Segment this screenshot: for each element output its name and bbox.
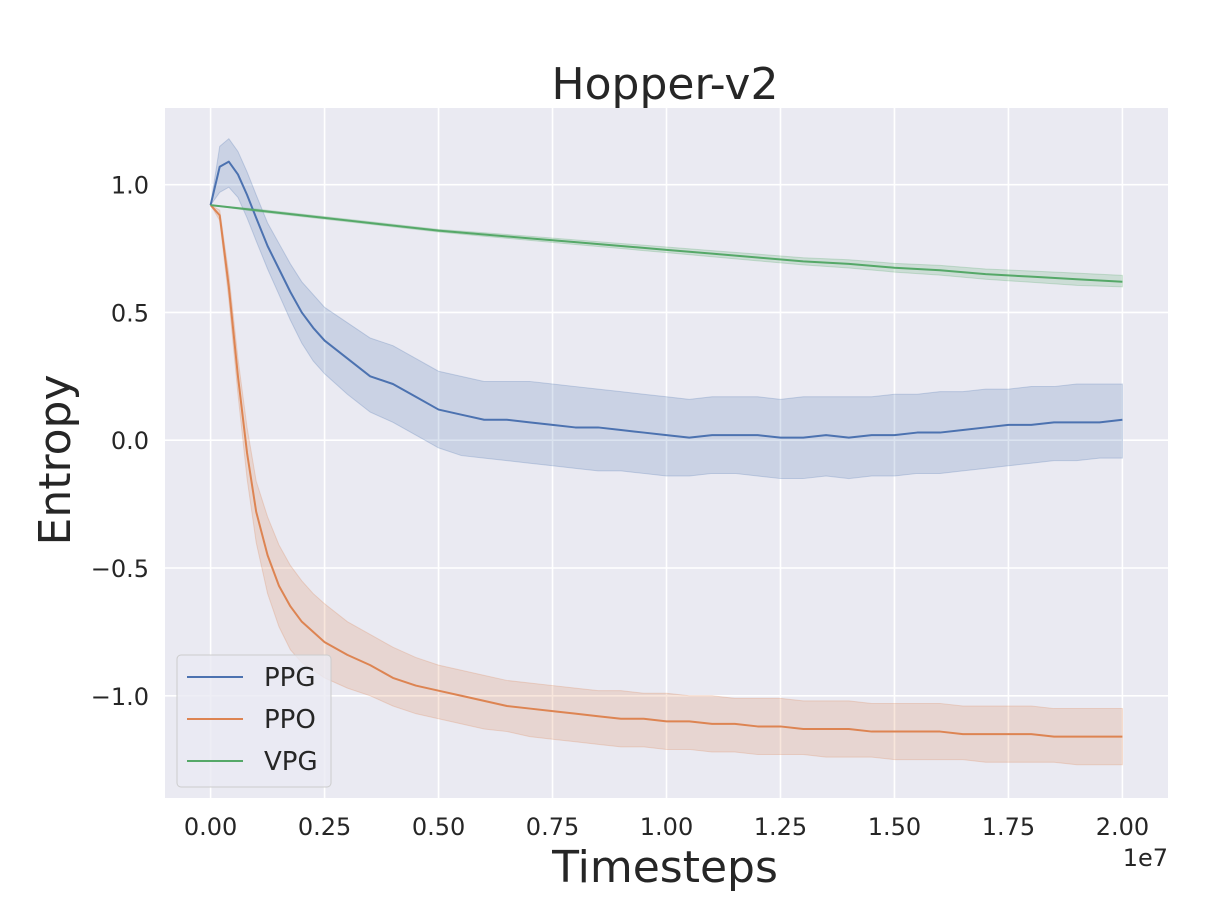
y-tick-label: −0.5 <box>91 555 149 583</box>
x-tick-label: 1.75 <box>982 813 1035 841</box>
x-axis-offset-label: 1e7 <box>1123 844 1168 872</box>
vpg-legend-label: VPG <box>264 747 318 777</box>
ppo-legend-label: PPO <box>264 705 316 735</box>
legend: PPG PPO VPG <box>176 654 332 788</box>
x-tick-label: 0.50 <box>412 813 465 841</box>
ppg-series-line <box>209 160 1123 439</box>
ppg-legend-label: PPG <box>264 663 316 693</box>
y-tick-label: 0.0 <box>111 427 149 455</box>
y-tick-label: −1.0 <box>91 683 149 711</box>
x-tick-label: 0.00 <box>184 813 237 841</box>
x-axis-ticks: 0.00 0.25 0.50 0.75 1.00 1.25 1.50 1.75 2.00 <box>184 813 1149 841</box>
grid-lines <box>165 108 1168 798</box>
y-axis-ticks: 1.0 0.5 0.0 −0.5 −1.0 <box>91 172 149 711</box>
x-tick-label: 2.00 <box>1096 813 1149 841</box>
y-tick-label: 0.5 <box>111 299 149 327</box>
chart-title: Hopper-v2 <box>552 59 779 110</box>
series-lines <box>209 160 1123 738</box>
ppg-confidence-band <box>210 137 1123 480</box>
x-tick-label: 1.00 <box>640 813 693 841</box>
vpg-series-line <box>210 204 1123 283</box>
ppo-series-line <box>209 204 1123 738</box>
x-tick-label: 1.25 <box>754 813 807 841</box>
legend-box <box>176 654 332 788</box>
x-axis-label: Timesteps <box>551 842 778 893</box>
x-tick-label: 0.75 <box>526 813 579 841</box>
y-axis-label: Entropy <box>30 375 81 546</box>
x-tick-label: 1.50 <box>868 813 921 841</box>
y-tick-label: 1.0 <box>111 172 149 200</box>
x-tick-label: 0.25 <box>298 813 351 841</box>
